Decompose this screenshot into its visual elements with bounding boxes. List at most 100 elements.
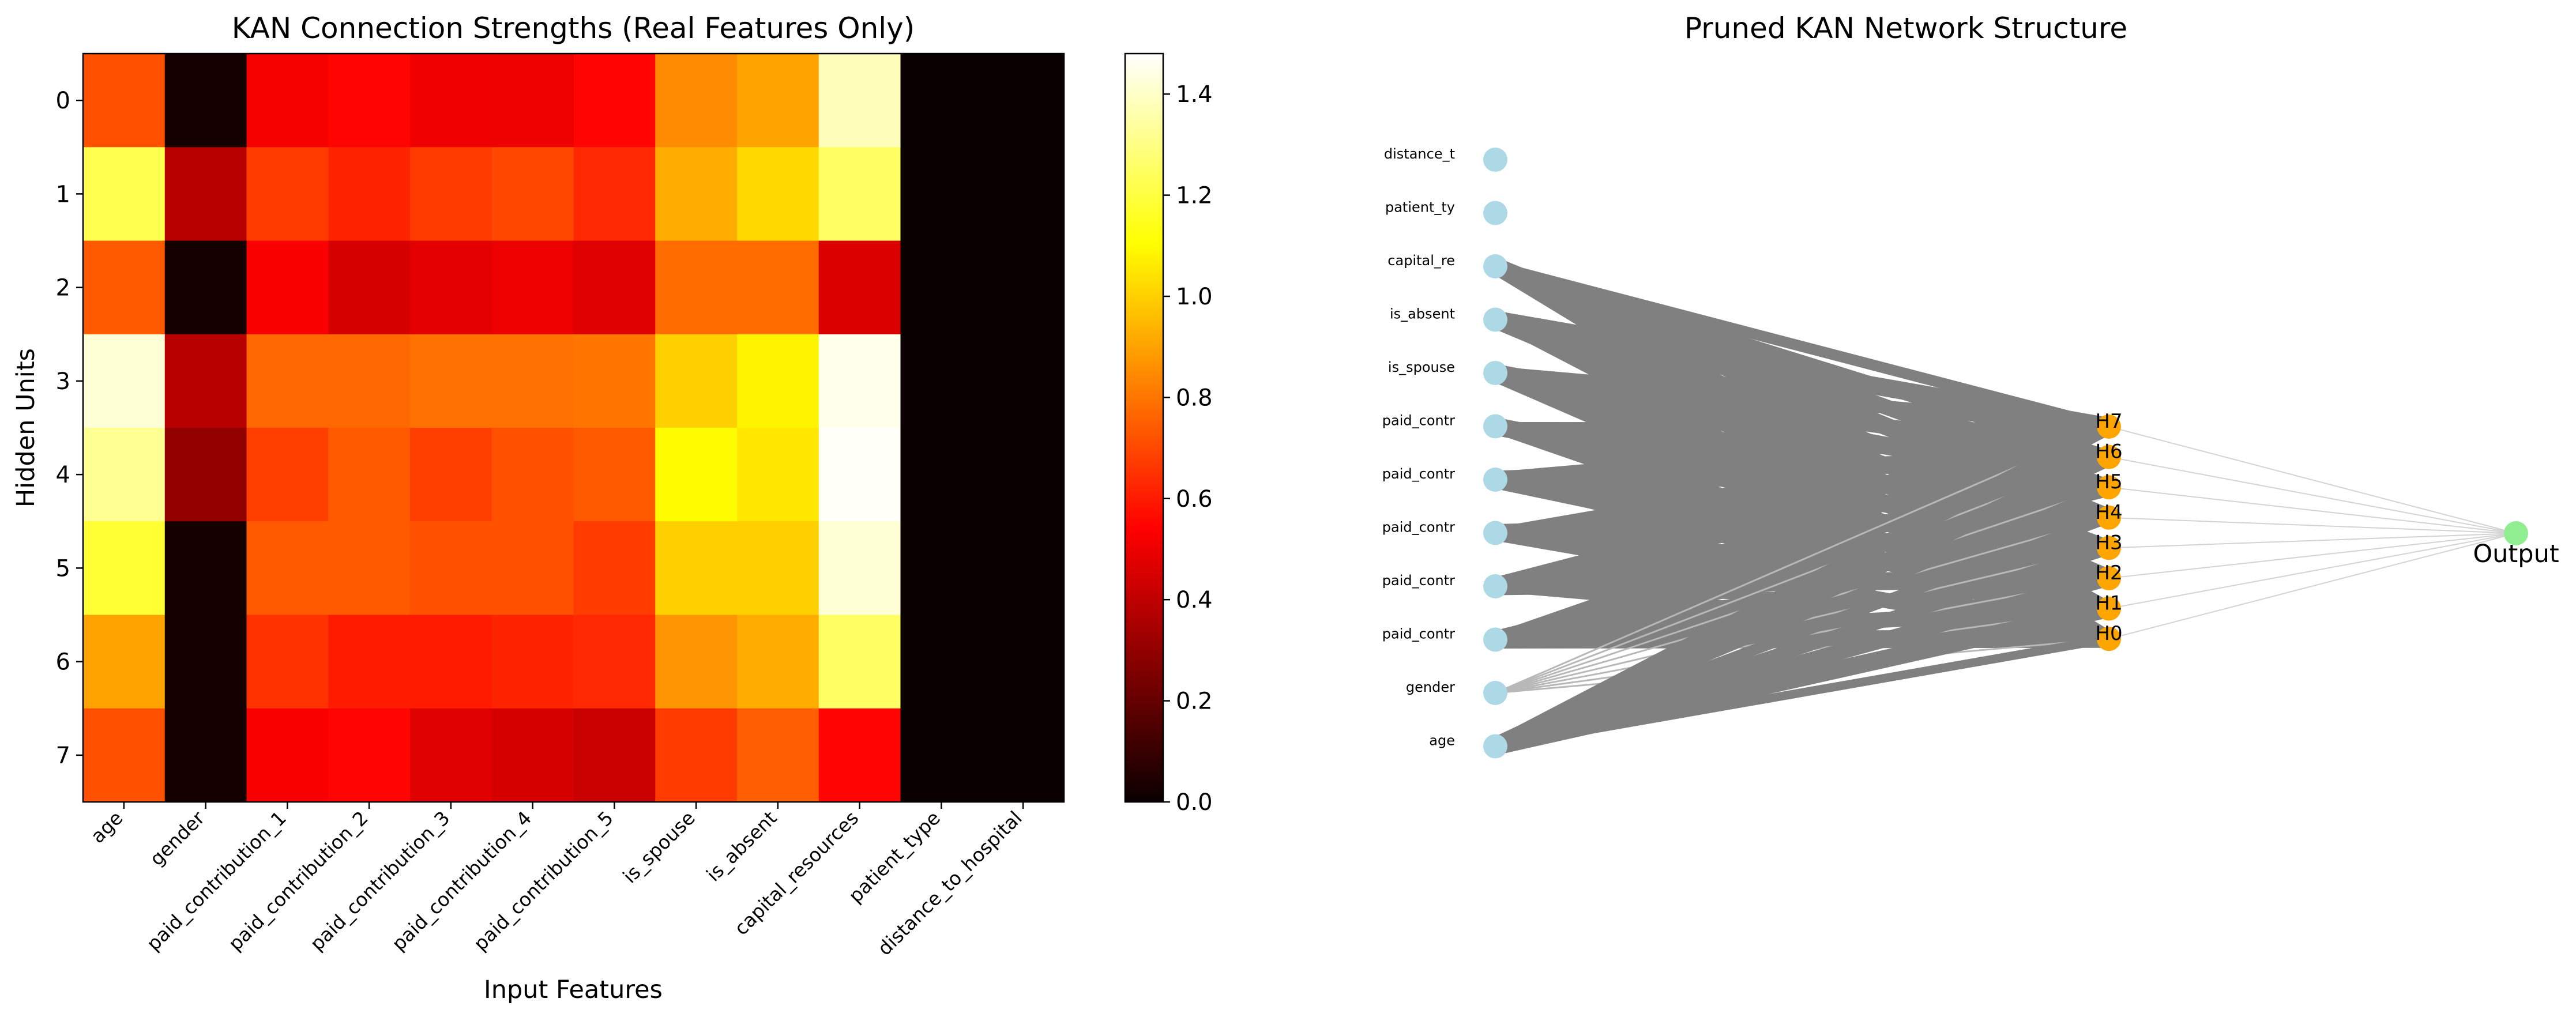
heatmap-cell — [491, 147, 574, 242]
heatmap-cell — [246, 334, 329, 428]
network-output-edge — [2108, 533, 2517, 579]
heatmap-ylabel: Hidden Units — [12, 348, 40, 507]
heatmap-cell — [164, 428, 247, 522]
heatmap-cell — [655, 708, 738, 803]
heatmap-cell — [328, 334, 411, 428]
colorbar-tick-label: 1.0 — [1176, 284, 1213, 310]
heatmap-cell — [246, 147, 329, 242]
input-node — [1483, 468, 1507, 492]
heatmap-cell — [818, 428, 901, 522]
heatmap-xtick-label: paid_contribution_1 — [142, 807, 291, 955]
network-output-edges — [2108, 426, 2517, 640]
heatmap-cell — [900, 615, 983, 709]
heatmap-xtick-label: paid_contribution_2 — [224, 807, 373, 955]
heatmap-xtick-label: age — [86, 807, 127, 847]
hidden-node — [2097, 536, 2121, 560]
hidden-node-label: H5 — [2095, 470, 2122, 493]
heatmap-cell — [410, 615, 492, 709]
heatmap-cell — [491, 615, 574, 709]
heatmap-cell — [655, 240, 738, 335]
heatmap-cell — [164, 615, 247, 709]
hidden-node — [2097, 627, 2121, 651]
colorbar-gradient — [1124, 52, 1164, 803]
heatmap-cell — [491, 54, 574, 148]
hidden-node-label: H1 — [2095, 592, 2122, 615]
heatmap-cell — [573, 708, 656, 803]
heatmap-x-ticks: age genderpaid_contribution_1paid_contrib… — [86, 802, 1026, 960]
heatmap-cells — [83, 54, 1065, 803]
network-hidden-nodes: H7 H6 H5 H4 H3 H2 H1 H0 — [2095, 410, 2123, 651]
hidden-node — [2097, 566, 2121, 590]
heatmap-cell — [900, 708, 983, 803]
network-output-edge — [2108, 533, 2517, 640]
heatmap-cell — [982, 240, 1065, 335]
colorbar-tick-label: 0.4 — [1176, 587, 1213, 613]
heatmap-cell — [83, 147, 166, 242]
heatmap-cell — [737, 521, 819, 616]
heatmap-cell — [328, 428, 411, 522]
heatmap-cell — [737, 147, 819, 242]
heatmap-cell — [818, 521, 901, 616]
network-edge — [1494, 311, 2111, 436]
heatmap-cell — [655, 428, 738, 522]
hidden-node-label: H6 — [2095, 440, 2122, 464]
heatmap-cell — [818, 54, 901, 148]
heatmap-cell — [982, 521, 1065, 616]
heatmap-cell — [491, 428, 574, 522]
heatmap-cell — [164, 521, 247, 616]
heatmap-cell — [83, 54, 166, 148]
hidden-node — [2097, 505, 2121, 530]
heatmap-cell — [982, 708, 1065, 803]
heatmap-cell — [655, 147, 738, 242]
heatmap-cell — [83, 334, 166, 428]
colorbar-tick-label: 1.2 — [1176, 183, 1213, 209]
heatmap-xtick-label: paid_contribution_5 — [469, 807, 618, 955]
output-node-group: Output — [2473, 521, 2559, 568]
heatmap-ytick-label: 2 — [56, 275, 70, 302]
heatmap-cell — [818, 147, 901, 242]
heatmap-cell — [573, 54, 656, 148]
hidden-node-label: H0 — [2095, 622, 2122, 645]
heatmap-panel: KAN Connection Strengths (Real Features … — [12, 12, 1065, 1004]
input-node — [1483, 521, 1507, 545]
heatmap-cell — [164, 708, 247, 803]
network-edges — [1491, 258, 2114, 755]
hidden-node-label: H3 — [2095, 531, 2122, 554]
heatmap-ytick-label: 7 — [56, 743, 70, 769]
heatmap-cell — [164, 147, 247, 242]
hidden-node — [2097, 596, 2121, 621]
input-node-label: is_spouse — [1388, 359, 1455, 375]
heatmap-cell — [410, 240, 492, 335]
hidden-node-label: H2 — [2095, 562, 2122, 585]
heatmap-cell — [491, 240, 574, 335]
heatmap-cell — [900, 240, 983, 335]
heatmap-cell — [655, 521, 738, 616]
input-node-label: paid_contr — [1382, 572, 1455, 589]
heatmap-xtick-label: distance_to_hospital — [873, 807, 1026, 960]
heatmap-cell — [83, 615, 166, 709]
heatmap-cell — [410, 708, 492, 803]
heatmap-cell — [246, 708, 329, 803]
heatmap-cell — [900, 521, 983, 616]
input-node-label: age — [1429, 733, 1455, 749]
heatmap-cell — [83, 240, 166, 335]
heatmap-cell — [246, 240, 329, 335]
heatmap-cell — [573, 240, 656, 335]
heatmap-cell — [328, 708, 411, 803]
network-edge — [1495, 425, 2109, 694]
heatmap-ytick-label: 0 — [56, 88, 70, 114]
heatmap-cell — [900, 428, 983, 522]
input-node-label: is_absent — [1390, 306, 1455, 322]
heatmap-ytick-label: 3 — [56, 368, 70, 395]
heatmap-xtick-label: paid_contribution_3 — [306, 807, 454, 955]
heatmap-cell — [737, 615, 819, 709]
heatmap-cell — [818, 615, 901, 709]
heatmap-cell — [164, 54, 247, 148]
input-node — [1483, 148, 1507, 172]
heatmap-cell — [246, 54, 329, 148]
input-node-label: capital_re — [1387, 253, 1455, 269]
network-output-edge — [2108, 487, 2517, 534]
heatmap-cell — [410, 147, 492, 242]
heatmap-cell — [491, 708, 574, 803]
